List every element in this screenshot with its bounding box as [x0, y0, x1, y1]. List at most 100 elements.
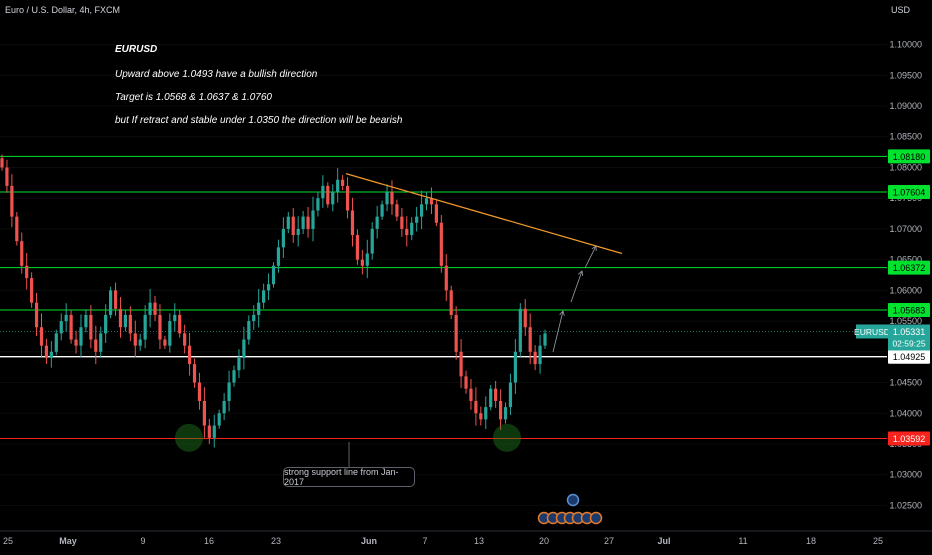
candle-body: [400, 216, 404, 229]
projection-arrow: [552, 310, 564, 353]
candle-body: [168, 321, 172, 346]
candle-body: [543, 333, 547, 346]
candle-body: [183, 333, 187, 346]
x-tick-label: 25: [873, 536, 883, 546]
last-price-label: 1.05331: [893, 327, 926, 337]
economic-event-icon: [589, 511, 603, 525]
y-tick-label: 1.07000: [889, 224, 922, 234]
candle-body: [227, 382, 231, 401]
candle-body: [523, 308, 527, 328]
candle-body: [173, 314, 177, 322]
candle-body: [5, 167, 9, 186]
currency-label: USD: [890, 5, 910, 15]
candle-body: [217, 413, 221, 426]
note-symbol: EURUSD: [115, 44, 158, 55]
candle-body: [143, 314, 147, 340]
candle-body: [479, 413, 483, 420]
last-price-tag: [888, 324, 930, 351]
y-tick-label: 1.08500: [889, 132, 922, 142]
level-price-tag-label: 1.07604: [893, 188, 926, 198]
level-price-tag: [888, 303, 930, 318]
candle-body: [429, 198, 434, 205]
candle-body: [10, 185, 14, 217]
candle-body: [513, 351, 517, 383]
resistance-trendline: [345, 172, 623, 255]
candle-body: [237, 357, 241, 371]
candle-body: [89, 314, 93, 340]
projection-arrowhead: [578, 270, 584, 277]
candle-body: [459, 351, 463, 377]
candle-body: [424, 198, 429, 205]
candle-body: [187, 345, 192, 365]
bar-countdown-label: 02:59:25: [892, 338, 925, 348]
candle-body: [301, 216, 305, 229]
candle-body: [99, 333, 103, 352]
x-tick-label: 16: [204, 536, 214, 546]
candle-body: [118, 308, 123, 328]
candle-body: [286, 216, 290, 229]
candle-body: [49, 351, 53, 358]
candle-body: [395, 204, 399, 217]
candle-body: [385, 192, 389, 205]
economic-event-icon: [566, 493, 580, 507]
chart-title: Euro / U.S. Dollar, 4h, FXCM: [5, 5, 121, 15]
x-tick-label: 18: [806, 536, 816, 546]
candle-body: [20, 241, 24, 266]
support-callout-text: strong support line from Jan-2017: [284, 467, 399, 487]
candle-body: [503, 407, 508, 420]
candle-body: [262, 290, 266, 303]
candle-body: [207, 425, 211, 438]
candle-body: [79, 327, 83, 346]
candle-body: [232, 370, 236, 383]
horizontal-levels: [0, 155, 887, 439]
candle-body: [306, 216, 310, 229]
level-price-tag: [888, 185, 930, 200]
x-tick-label: 25: [3, 536, 13, 546]
candle-body: [94, 339, 98, 352]
x-tick-label: Jul: [657, 536, 670, 546]
candle-body: [0, 158, 4, 168]
candle-body: [365, 253, 369, 266]
level-price-tag: [888, 349, 930, 364]
time-axis[interactable]: 25 May 9 16 23 Jun 7 13 20 27 Jul 11 18 25: [0, 530, 932, 546]
candle-body: [34, 302, 39, 328]
level-price-tag-label: 1.05683: [893, 306, 926, 316]
candle-body: [380, 204, 384, 217]
candle-body: [375, 216, 379, 229]
candle-body: [469, 388, 473, 401]
candle-body: [247, 321, 251, 340]
candle-body: [133, 333, 137, 346]
candle-body: [276, 247, 281, 266]
price-tags: 1.08180 1.07604 1.06372 1.05683 1.04925 1.035…: [854, 149, 930, 446]
candle-body: [419, 204, 424, 217]
candle-body: [464, 376, 468, 389]
candle-body: [109, 290, 113, 315]
candle-body: [390, 192, 394, 205]
y-tick-label: 1.09500: [889, 70, 922, 80]
candle-body: [341, 179, 345, 186]
candle-body: [350, 210, 355, 236]
candle-body: [336, 179, 340, 193]
y-tick-label: 1.09000: [889, 101, 922, 111]
candle-body: [489, 388, 493, 408]
candle-body: [434, 204, 438, 223]
support-touch-circle: [493, 423, 521, 452]
support-callout[interactable]: strong support line from Jan-2017: [283, 467, 415, 487]
x-tick-label: 27: [604, 536, 614, 546]
candle-body: [163, 339, 167, 346]
candle-body: [25, 265, 29, 279]
candle-body: [30, 278, 34, 303]
note-targets: Target is 1.0568 & 1.0637 & 1.0760: [115, 92, 272, 103]
candle-body: [316, 198, 320, 211]
symbol-tag-label: EURUSD: [854, 327, 890, 337]
x-tick-label: 11: [738, 536, 747, 546]
level-price-tag-label: 1.04925: [893, 352, 926, 362]
level-price-tag-label: 1.06372: [893, 263, 926, 273]
candle-body: [192, 364, 197, 383]
candle-body: [360, 259, 364, 266]
projection-arrowhead: [559, 310, 565, 316]
candle-body: [252, 314, 256, 322]
y-tick-label: 1.08000: [889, 162, 922, 172]
candle-body: [54, 333, 58, 352]
